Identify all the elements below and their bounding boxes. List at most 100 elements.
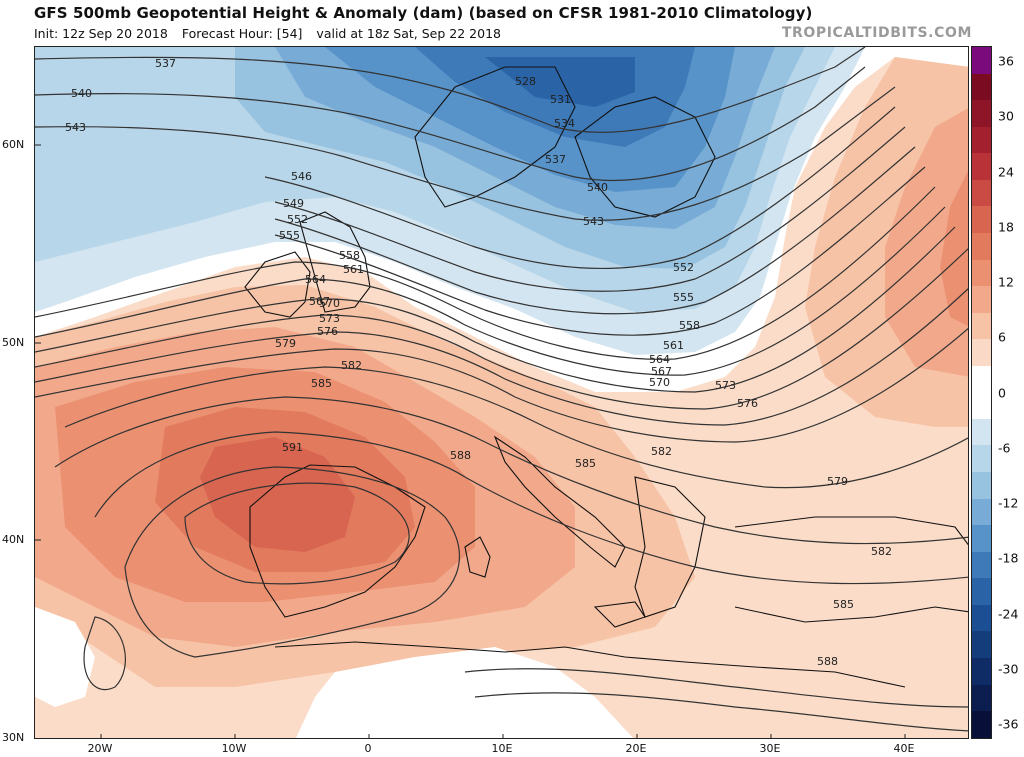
contour-label: 570 [319, 297, 340, 310]
colorbar-swatch [972, 153, 991, 180]
contour-label: 588 [450, 449, 471, 462]
map-title: GFS 500mb Geopotential Height & Anomaly … [34, 4, 813, 22]
neg-anomaly-7 [485, 57, 635, 107]
contour-label: 564 [649, 353, 670, 366]
lat-label: 30N [2, 731, 25, 744]
lon-label: 30E [759, 742, 781, 755]
colorbar-swatch [972, 206, 991, 233]
contour-label: 570 [649, 376, 670, 389]
contour-label: 585 [311, 377, 332, 390]
colorbar-swatch [972, 711, 991, 738]
contour-label: 540 [71, 87, 92, 100]
colorbar-swatch [972, 312, 991, 340]
contour-label: 567 [651, 365, 672, 378]
contour-label: 588 [817, 655, 838, 668]
colorbar-swatch [972, 498, 991, 526]
lon-label: 0 [364, 742, 372, 755]
contour-label: 573 [715, 379, 736, 392]
colorbar-label: 18 [998, 219, 1014, 235]
forecast-hour: Forecast Hour: [54] [181, 26, 303, 41]
zero-area-atlantic [35, 607, 95, 707]
coastlines [244, 66, 968, 688]
contour-label: 543 [583, 215, 604, 228]
contour-label: 555 [279, 229, 300, 242]
colorbar-label: -12 [998, 495, 1019, 511]
colorbar-label: 6 [998, 329, 1006, 345]
axis-ticks [35, 144, 906, 738]
valid-time: valid at 18z Sat, Sep 22 2018 [316, 26, 501, 41]
colorbar-swatch [972, 365, 991, 393]
colorbar-swatch [972, 47, 991, 74]
colorbar-swatch [972, 286, 991, 313]
colorbar-label: -24 [998, 606, 1019, 621]
lat-label: 60N [2, 138, 25, 151]
colorbar-swatch [972, 525, 991, 552]
contour-label: 543 [65, 121, 86, 134]
colorbar-swatch [972, 604, 991, 632]
colorbar-swatch [972, 472, 991, 499]
colorbar-label: 36 [998, 53, 1014, 69]
lon-label: 10W [221, 742, 247, 755]
contour-label: 549 [283, 197, 304, 210]
contour-label: 537 [155, 57, 176, 70]
contour-label: 567 [309, 295, 330, 308]
contour-labels: 537 540 543 546 549 552 555 558 561 564 … [65, 57, 892, 668]
lat-label: 50N [2, 336, 25, 349]
contour-label: 579 [827, 475, 848, 488]
contour-label: 582 [341, 359, 362, 372]
colorbar-swatch [972, 418, 991, 446]
zero-area-africa [295, 647, 634, 738]
contour-label: 591 [282, 441, 303, 454]
colorbar-label: -18 [998, 550, 1019, 566]
lon-label: 40E [893, 742, 915, 755]
colorbar-swatch [972, 179, 991, 207]
anomaly-map: 537 540 543 546 549 552 555 558 561 564 … [34, 46, 969, 739]
lat-label: 40N [2, 533, 25, 546]
contour-label: 585 [833, 598, 854, 611]
contour-label: 576 [317, 325, 338, 338]
colorbar-label: -36 [998, 716, 1019, 732]
contour-label: 531 [550, 93, 571, 106]
colorbar-label: 24 [998, 164, 1014, 179]
lon-label: 20W [87, 742, 113, 755]
colorbar-swatch [972, 684, 991, 712]
contour-label: 585 [575, 457, 596, 470]
colorbar-swatch [972, 259, 991, 287]
contour-label: 558 [679, 319, 700, 332]
contour-label: 534 [554, 117, 575, 130]
colorbar-swatch [972, 578, 991, 605]
contour-label: 552 [287, 213, 308, 226]
colorbar-label: -6 [998, 440, 1011, 456]
pos-anomaly-east-3 [940, 171, 968, 326]
contour-label: 582 [651, 445, 672, 458]
map-svg: 537 540 543 546 549 552 555 558 561 564 … [35, 47, 968, 738]
colorbar-swatch [972, 232, 991, 260]
lon-label: 20E [625, 742, 647, 755]
colorbar-label: -30 [998, 661, 1019, 677]
colorbar-label: 0 [998, 385, 1006, 400]
contour-label: 528 [515, 75, 536, 88]
height-contours [35, 47, 968, 732]
lon-label: 10E [491, 742, 513, 755]
colorbar-swatch [972, 445, 991, 472]
contour-label: 573 [319, 312, 340, 325]
contour-label: 546 [291, 170, 312, 183]
colorbar-swatch [972, 392, 991, 419]
map-subtitle: Init: 12z Sep 20 2018 Forecast Hour: [54… [34, 26, 511, 41]
colorbar-swatch [972, 100, 991, 127]
contour-label: 537 [545, 153, 566, 166]
colorbar-swatch [972, 73, 991, 101]
colorbar-swatch [972, 631, 991, 658]
contour-label: 552 [673, 261, 694, 274]
contour-label: 582 [871, 545, 892, 558]
colorbar-swatch [972, 339, 991, 366]
contour-label: 561 [663, 339, 684, 352]
contour-label: 555 [673, 291, 694, 304]
colorbar-label: 30 [998, 108, 1014, 124]
anomaly-colorbar [971, 46, 992, 739]
colorbar-label: 12 [998, 274, 1014, 290]
contour-label: 579 [275, 337, 296, 350]
contour-label: 558 [339, 249, 360, 262]
contour-label: 564 [305, 273, 326, 286]
colorbar-swatch [972, 126, 991, 154]
